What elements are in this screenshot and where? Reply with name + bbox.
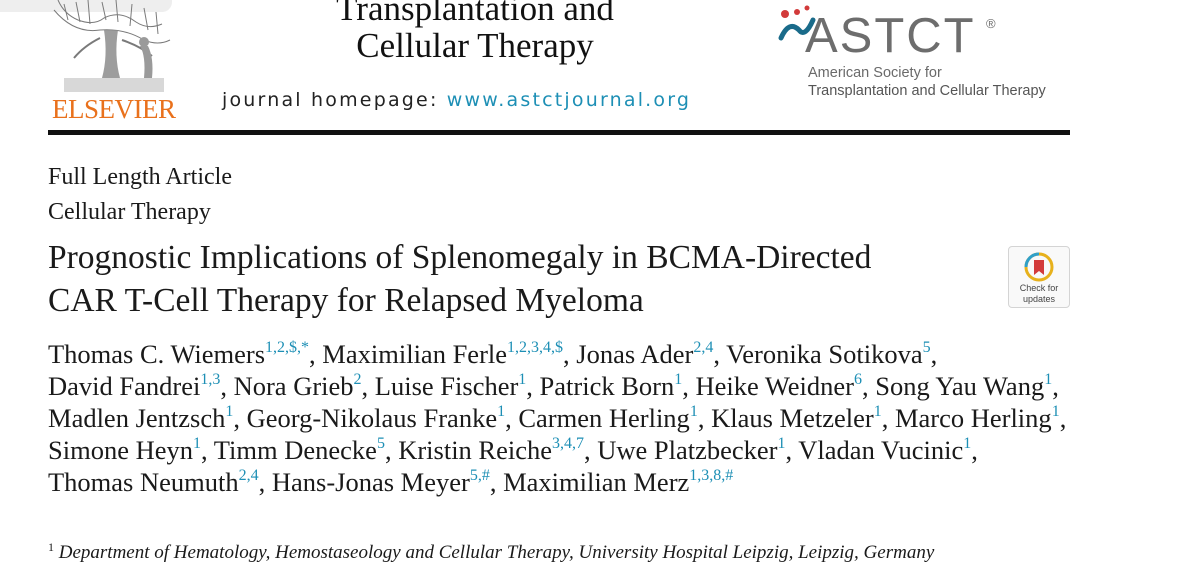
- article-type-line2: Cellular Therapy: [48, 199, 211, 225]
- author[interactable]: Nora Grieb2,: [233, 371, 369, 401]
- author[interactable]: Song Yau Wang1,: [875, 371, 1059, 401]
- browser-tab-ghost: [0, 0, 172, 12]
- author-name: Veronika Sotikova: [726, 339, 923, 369]
- society-name-line2: Transplantation and Cellular Therapy: [808, 83, 1046, 99]
- author[interactable]: Klaus Metzeler1,: [711, 403, 889, 433]
- author-name: Hans-Jonas Meyer: [271, 467, 470, 497]
- author-name: Nora Grieb: [233, 371, 354, 401]
- author-name: Timm Denecke: [213, 435, 377, 465]
- author-affiliation-marks[interactable]: 2,4: [693, 339, 714, 356]
- author-affiliation-marks[interactable]: 3,4,7: [552, 435, 584, 452]
- affiliation-1: 1 Department of Hematology, Hemostaseolo…: [48, 540, 935, 564]
- society-acronym: ASTCT: [805, 9, 976, 62]
- author[interactable]: Carmen Herling1,: [518, 403, 705, 433]
- author-affiliation-marks[interactable]: 1: [225, 403, 234, 420]
- author-name: Song Yau Wang: [875, 371, 1045, 401]
- author[interactable]: Patrick Born1,: [539, 371, 689, 401]
- journal-title-line2: Cellular Therapy: [356, 26, 594, 65]
- author[interactable]: Thomas Neumuth2,4,: [48, 467, 266, 497]
- check-updates-icon: [1024, 252, 1054, 282]
- author[interactable]: Maximilian Ferle1,2,3,4,$,: [322, 339, 570, 369]
- journal-title: Transplantation and Cellular Therapy: [260, 0, 690, 64]
- check-updates-line2: updates: [1022, 294, 1056, 304]
- author-affiliation-marks[interactable]: 1: [1051, 403, 1060, 420]
- author-name: Madlen Jentzsch: [48, 403, 226, 433]
- check-updates-line1: Check for: [1019, 283, 1059, 293]
- author-name: Luise Fischer: [374, 371, 519, 401]
- author-name: Simone Heyn: [48, 435, 193, 465]
- header-rule: [48, 130, 1070, 135]
- author[interactable]: Jonas Ader2,4,: [576, 339, 720, 369]
- author-name: Patrick Born: [539, 371, 675, 401]
- author-affiliation-marks[interactable]: 1: [497, 403, 506, 420]
- author-affiliation-marks[interactable]: 5,#: [469, 467, 490, 484]
- author-affiliation-marks[interactable]: 1: [193, 435, 201, 452]
- article-type: Full Length Article Cellular Therapy: [48, 160, 232, 230]
- article-title: Prognostic Implications of Splenomegaly …: [48, 236, 988, 322]
- author-affiliation-marks[interactable]: 1: [873, 403, 882, 420]
- author[interactable]: Hans-Jonas Meyer5,#,: [271, 467, 497, 497]
- article-type-line1: Full Length Article: [48, 164, 232, 190]
- author-name: Klaus Metzeler: [711, 403, 874, 433]
- author-affiliation-marks[interactable]: 1: [674, 371, 683, 388]
- author-affiliation-marks[interactable]: 2: [353, 371, 362, 388]
- author-name: Jonas Ader: [576, 339, 694, 369]
- author[interactable]: Veronika Sotikova5,: [726, 339, 938, 369]
- author[interactable]: Timm Denecke5,: [213, 435, 392, 465]
- author[interactable]: Maximilian Merz1,3,8,#: [503, 467, 733, 497]
- author[interactable]: Luise Fischer1,: [374, 371, 533, 401]
- author[interactable]: Madlen Jentzsch1,: [48, 403, 240, 433]
- homepage-link[interactable]: www.astctjournal.org: [446, 89, 692, 111]
- author-name: Thomas Neumuth: [48, 467, 239, 497]
- author[interactable]: Kristin Reiche3,4,7,: [398, 435, 591, 465]
- author-name: Maximilian Ferle: [322, 339, 508, 369]
- article-title-line1: Prognostic Implications of Splenomegaly …: [48, 239, 872, 276]
- author[interactable]: Marco Herling1,: [894, 403, 1067, 433]
- author-affiliation-marks[interactable]: 1,3: [200, 371, 221, 388]
- astct-logo: ASTCT ®: [775, 0, 1075, 100]
- article-title-line2: CAR T-Cell Therapy for Relapsed Myeloma: [48, 282, 644, 319]
- author[interactable]: Thomas C. Wiemers1,2,$,*,: [48, 339, 316, 369]
- society-name-line1: American Society for: [808, 65, 942, 81]
- author[interactable]: Heike Weidner6,: [695, 371, 869, 401]
- author-list: Thomas C. Wiemers1,2,$,*, Maximilian Fer…: [48, 338, 1078, 498]
- author-affiliation-marks[interactable]: 1: [1044, 371, 1053, 388]
- author-affiliation-marks[interactable]: 2,4: [238, 467, 259, 484]
- author-affiliation-marks[interactable]: 5: [376, 435, 385, 452]
- author-affiliation-marks[interactable]: 1,3,8,#: [689, 467, 734, 484]
- author-affiliation-marks[interactable]: 1: [777, 435, 786, 452]
- author-affiliation-marks[interactable]: 1,2,$,*: [265, 339, 310, 356]
- author-name: Uwe Platzbecker: [597, 435, 778, 465]
- journal-homepage: journal homepage: www.astctjournal.org: [222, 89, 691, 111]
- author-name: Maximilian Merz: [503, 467, 690, 497]
- homepage-label: journal homepage:: [222, 89, 439, 111]
- author-name: Vladan Vucinic: [798, 435, 964, 465]
- author-name: Heike Weidner: [695, 371, 855, 401]
- publisher-name: ELSEVIER: [52, 94, 176, 124]
- author[interactable]: David Fandrei1,3,: [48, 371, 227, 401]
- author-name: Georg-Nikolaus Franke: [246, 403, 498, 433]
- author-affiliation-marks[interactable]: 1: [689, 403, 698, 420]
- author[interactable]: Simone Heyn1,: [48, 435, 208, 465]
- author[interactable]: Georg-Nikolaus Franke1,: [246, 403, 512, 433]
- elsevier-tree-logo: [44, 0, 184, 126]
- author-name: Kristin Reiche: [398, 435, 552, 465]
- author-affiliation-marks[interactable]: 1: [518, 371, 527, 388]
- author-affiliation-marks[interactable]: 6: [854, 371, 863, 388]
- author[interactable]: Uwe Platzbecker1,: [597, 435, 793, 465]
- journal-title-line1: Transplantation and: [336, 0, 614, 28]
- author-name: Carmen Herling: [518, 403, 690, 433]
- affiliation-text: Department of Hematology, Hemostaseology…: [58, 542, 935, 563]
- author-name: Thomas C. Wiemers: [48, 339, 266, 369]
- author-name: David Fandrei: [48, 371, 201, 401]
- registered-mark: ®: [986, 16, 996, 31]
- author[interactable]: Vladan Vucinic1,: [798, 435, 978, 465]
- author-affiliation-marks[interactable]: 1: [963, 435, 972, 452]
- check-for-updates-button[interactable]: Check for updates: [1008, 246, 1070, 308]
- society-name: American Society for Transplantation and…: [808, 64, 1046, 100]
- author-name: Marco Herling: [894, 403, 1052, 433]
- affiliation-number: 1: [48, 540, 54, 554]
- author-affiliation-marks[interactable]: 5: [922, 339, 931, 356]
- author-affiliation-marks[interactable]: 1,2,3,4,$: [507, 339, 564, 356]
